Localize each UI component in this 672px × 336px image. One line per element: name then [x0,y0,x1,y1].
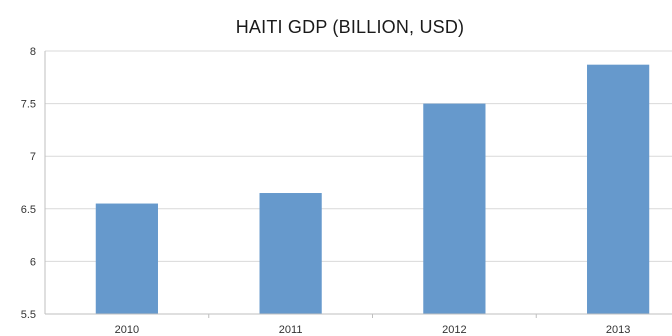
x-tick-label: 2011 [279,324,303,336]
bar-2012 [423,103,486,314]
axes [44,51,672,318]
y-tick-label: 7.5 [21,99,36,111]
chart-title: HAITI GDP (BILLION, USD) [235,17,465,37]
bar-2010 [95,203,158,314]
y-tick-label: 7 [30,151,36,163]
x-tick-label: 2012 [442,324,466,336]
bar-2013 [587,64,650,315]
y-tick-label: 5.5 [21,309,36,321]
y-tick-label: 8 [30,46,36,58]
x-tick-label: 2010 [115,324,139,336]
bars [95,64,650,315]
tick-labels: 5.5 6 6.5 7 7.5 8 2010 2011 2012 2013 [21,46,631,336]
x-tick-label: 2013 [606,324,630,336]
bar-2011 [259,193,322,314]
y-tick-label: 6.5 [21,204,36,216]
y-tick-label: 6 [30,256,36,268]
